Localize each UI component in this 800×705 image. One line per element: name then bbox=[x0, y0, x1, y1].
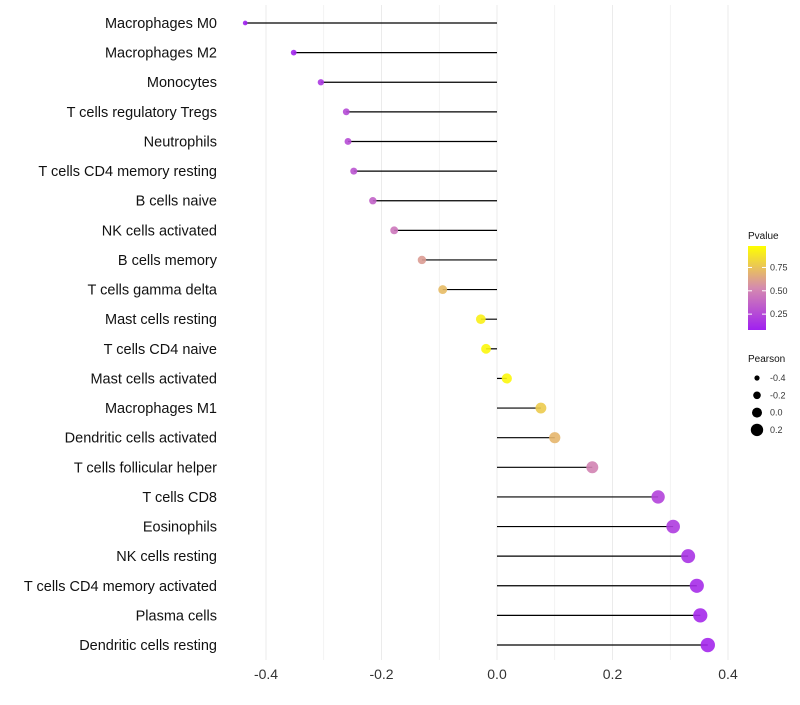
size-legend-label: -0.2 bbox=[770, 390, 786, 400]
lollipop-point bbox=[689, 578, 704, 593]
lollipop-point bbox=[700, 637, 715, 653]
size-legend-key bbox=[754, 375, 760, 381]
size-legend-key bbox=[752, 407, 762, 418]
y-tick-label: T cells gamma delta bbox=[88, 283, 218, 299]
lollipop-point bbox=[681, 549, 696, 564]
y-tick-label: T cells follicular helper bbox=[74, 460, 217, 476]
lollipop-point bbox=[481, 343, 491, 354]
lollipop-point bbox=[666, 519, 680, 534]
y-tick-label: Plasma cells bbox=[136, 608, 217, 624]
lollipop-point bbox=[693, 608, 708, 623]
y-tick-label: Macrophages M0 bbox=[105, 16, 217, 32]
legend-title-pvalue: Pvalue bbox=[748, 231, 779, 242]
size-legend-key bbox=[753, 391, 761, 400]
y-tick-label: Neutrophils bbox=[144, 134, 217, 150]
y-tick-label: B cells naive bbox=[136, 194, 217, 210]
lollipop-point bbox=[438, 285, 448, 295]
size-legend-key bbox=[750, 423, 764, 437]
size-legend-label: 0.2 bbox=[770, 425, 783, 435]
x-tick-label: 0.0 bbox=[487, 666, 507, 682]
y-tick-label: T cells CD8 bbox=[142, 490, 217, 506]
x-tick-label: 0.2 bbox=[603, 666, 623, 682]
lollipop-point bbox=[317, 79, 325, 86]
colorbar-label: 0.75 bbox=[770, 262, 788, 272]
y-tick-label: T cells CD4 memory resting bbox=[38, 164, 217, 180]
lollipop-point bbox=[369, 197, 377, 205]
lollipop-point bbox=[290, 49, 297, 56]
y-tick-label: NK cells resting bbox=[116, 549, 217, 565]
y-tick-label: B cells memory bbox=[118, 253, 218, 269]
y-tick-label: NK cells activated bbox=[102, 223, 217, 239]
x-tick-label: 0.4 bbox=[718, 666, 738, 682]
y-tick-label: Dendritic cells resting bbox=[79, 638, 217, 654]
lollipop-point bbox=[350, 167, 358, 175]
y-tick-label: Monocytes bbox=[147, 75, 217, 91]
x-tick-label: -0.2 bbox=[369, 666, 393, 682]
lollipop-point bbox=[501, 373, 512, 384]
lollipop-point bbox=[586, 461, 599, 474]
lollipop-point bbox=[535, 402, 547, 414]
y-tick-label: Dendritic cells activated bbox=[65, 431, 217, 447]
lollipop-point bbox=[344, 138, 352, 145]
colorbar-label: 0.25 bbox=[770, 309, 788, 319]
lollipop-point bbox=[651, 490, 665, 504]
x-tick-label: -0.4 bbox=[254, 666, 278, 682]
lollipop-point bbox=[242, 20, 248, 26]
colorbar-label: 0.50 bbox=[770, 286, 788, 296]
lollipop-point bbox=[390, 226, 399, 235]
size-legend-label: 0.0 bbox=[770, 408, 783, 418]
y-tick-label: Macrophages M2 bbox=[105, 46, 217, 62]
colorbar bbox=[748, 246, 766, 330]
lollipop-point bbox=[549, 432, 561, 444]
size-legend-label: -0.4 bbox=[770, 373, 786, 383]
legend-title-pearson: Pearson bbox=[748, 354, 785, 365]
y-tick-label: Mast cells activated bbox=[90, 371, 217, 387]
y-tick-label: T cells regulatory Tregs bbox=[67, 105, 217, 121]
y-tick-label: Eosinophils bbox=[143, 520, 217, 536]
y-tick-label: T cells CD4 naive bbox=[104, 342, 217, 358]
lollipop-point bbox=[342, 108, 350, 116]
lollipop-point bbox=[475, 314, 486, 325]
y-tick-label: T cells CD4 memory activated bbox=[24, 579, 217, 595]
y-tick-label: Mast cells resting bbox=[105, 312, 217, 328]
lollipop-point bbox=[417, 255, 427, 265]
y-tick-label: Macrophages M1 bbox=[105, 401, 217, 417]
